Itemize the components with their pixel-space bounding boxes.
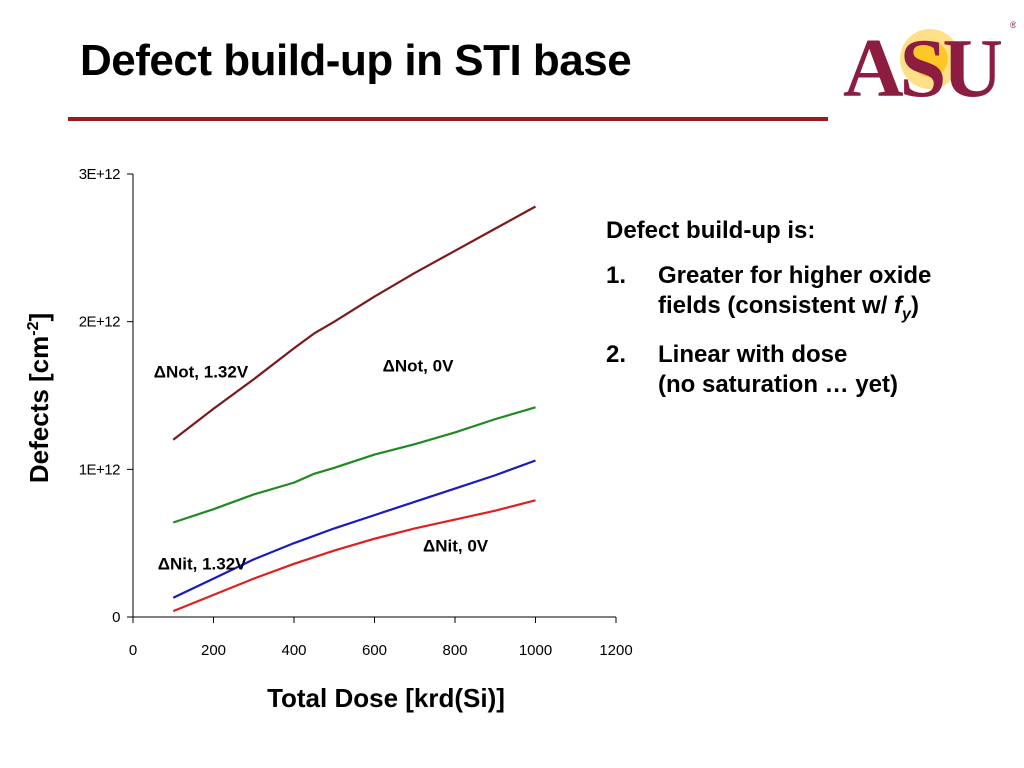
x-tick-label: 1200 <box>599 642 632 659</box>
y-tick-label: 0 <box>112 609 120 626</box>
svg-text:®: ® <box>1010 20 1016 30</box>
x-tick-label: 1000 <box>519 642 552 659</box>
notes-item-text: Greater for higher oxide <box>658 261 932 289</box>
x-tick-label: 0 <box>129 642 137 659</box>
notes-item-text: (no saturation … yet) <box>658 371 899 399</box>
series-label: ΔNit, 1.32V <box>158 554 247 573</box>
notes-heading: Defect build-up is: <box>606 217 816 244</box>
notes-item-2: 2. Linear with dose (no saturation … yet… <box>606 340 1018 401</box>
x-axis-label: Total Dose [krd(Si)] <box>267 683 505 713</box>
notes-item-1: 1. Greater for higher oxide fields (cons… <box>606 261 1018 326</box>
y-tick-label: 2E+12 <box>79 314 120 331</box>
series-label: ΔNot, 0V <box>383 356 454 375</box>
notes-item-number: 2. <box>606 340 627 368</box>
series-line <box>172 205 537 441</box>
series-label: ΔNit, 0V <box>423 537 489 556</box>
asu-logo-sun <box>900 29 960 89</box>
x-tick-label: 600 <box>362 642 387 659</box>
notes-item-number: 1. <box>606 261 627 289</box>
series-line <box>172 499 536 613</box>
series-line <box>172 459 536 599</box>
x-tick-label: 800 <box>442 642 467 659</box>
asu-logo: ASU ® <box>843 20 1016 102</box>
x-tick-label: 200 <box>201 642 226 659</box>
asu-logo-letters: ASU <box>843 22 1001 102</box>
chart-axes: 0 1E+12 2E+12 3E+12 0 200 400 600 800 1000 1200 <box>79 166 633 659</box>
defects-chart: 0 1E+12 2E+12 3E+12 0 200 400 600 800 1000 1200 ΔN… <box>24 166 633 713</box>
y-tick-label: 1E+12 <box>79 461 120 478</box>
series-label: ΔNot, 1.32V <box>154 362 249 381</box>
y-tick-label: 3E+12 <box>79 166 120 183</box>
title-underline <box>68 117 828 121</box>
notes-panel: Defect build-up is: 1. Greater for highe… <box>606 216 1018 415</box>
chart-series <box>172 205 537 613</box>
notes-item-text: Linear with dose <box>658 340 848 368</box>
x-tick-label: 400 <box>281 642 306 659</box>
series-line <box>172 406 536 524</box>
notes-item-text: fields (consistent w/ fy) <box>658 292 919 324</box>
page-title: Defect build-up in STI base <box>80 36 632 85</box>
chart-series-labels: ΔNot, 1.32V ΔNot, 0V ΔNit, 1.32V ΔNit, 0V <box>154 356 489 573</box>
y-axis-label: Defects [cm-2] <box>24 313 54 483</box>
